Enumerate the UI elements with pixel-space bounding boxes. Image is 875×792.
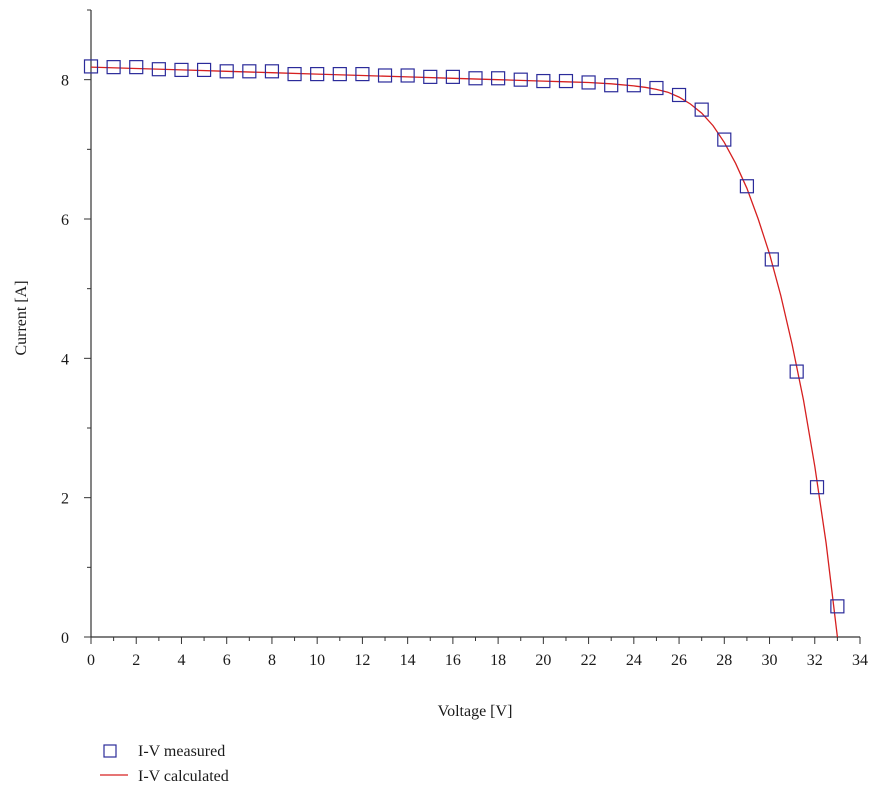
measured-point: [671, 87, 687, 103]
x-tick-label: 20: [535, 652, 551, 669]
legend-measured-label: I-V measured: [138, 743, 225, 760]
measured-point: [106, 60, 121, 75]
measured-point: [355, 66, 370, 82]
y-tick-label: 0: [61, 630, 69, 647]
measured-point: [830, 599, 845, 614]
measured-point: [174, 62, 189, 78]
measured-point: [151, 62, 166, 77]
x-tick-label: 30: [762, 652, 778, 669]
measured-points-layer: [83, 59, 845, 614]
measured-point: [764, 252, 779, 267]
measured-point: [626, 78, 641, 93]
y-tick-label: 6: [61, 212, 69, 229]
x-tick-label: 26: [671, 652, 687, 669]
measured-point: [694, 102, 709, 117]
measured-point: [739, 179, 755, 194]
x-tick-label: 32: [807, 652, 823, 669]
measured-point: [83, 59, 99, 74]
calculated-iv-line: [90, 66, 839, 638]
x-tick-label: 10: [309, 652, 325, 669]
y-tick-label: 4: [61, 351, 69, 368]
x-tick-label: 2: [132, 652, 140, 669]
x-axis-label: Voltage [V]: [438, 703, 513, 720]
x-tick-label: 34: [852, 652, 868, 669]
calculated-curve-layer: [90, 66, 839, 638]
measured-point: [287, 66, 302, 82]
x-tick-label: 22: [581, 652, 597, 669]
measured-point: [604, 78, 619, 93]
measured-point: [196, 62, 212, 78]
measured-point: [649, 80, 664, 96]
y-axis-label: Current [A]: [13, 280, 30, 355]
x-tick-label: 8: [268, 652, 276, 669]
measured-point: [468, 71, 483, 86]
measured-point: [377, 68, 393, 83]
measured-point: [242, 64, 257, 79]
measured-point: [789, 364, 804, 379]
legend: I-V measured I-V calculated: [100, 743, 229, 785]
measured-point: [264, 64, 280, 79]
measured-point: [445, 69, 460, 84]
measured-point: [809, 480, 825, 495]
legend-measured-marker: [103, 744, 117, 758]
measured-point: [491, 71, 506, 86]
measured-point: [400, 68, 415, 83]
measured-point: [558, 73, 574, 89]
measured-point: [219, 64, 234, 79]
measured-point: [717, 132, 732, 147]
measured-point: [310, 66, 325, 82]
x-tick-label: 0: [87, 652, 95, 669]
x-tick-label: 12: [354, 652, 370, 669]
x-tick-label: 6: [223, 652, 231, 669]
legend-calculated-label: I-V calculated: [138, 768, 229, 785]
y-tick-label: 2: [61, 491, 69, 508]
x-tick-label: 14: [400, 652, 416, 669]
x-tick-label: 16: [445, 652, 461, 669]
measured-point: [581, 75, 596, 90]
x-tick-label: 4: [177, 652, 185, 669]
measured-point: [423, 69, 438, 84]
measured-point: [129, 60, 144, 75]
x-tick-label: 28: [716, 652, 732, 669]
measured-point: [332, 66, 347, 82]
measured-point: [536, 73, 551, 89]
measured-point: [513, 72, 528, 87]
x-tick-label: 24: [626, 652, 642, 669]
y-tick-label: 8: [61, 73, 69, 90]
x-tick-label: 18: [490, 652, 506, 669]
